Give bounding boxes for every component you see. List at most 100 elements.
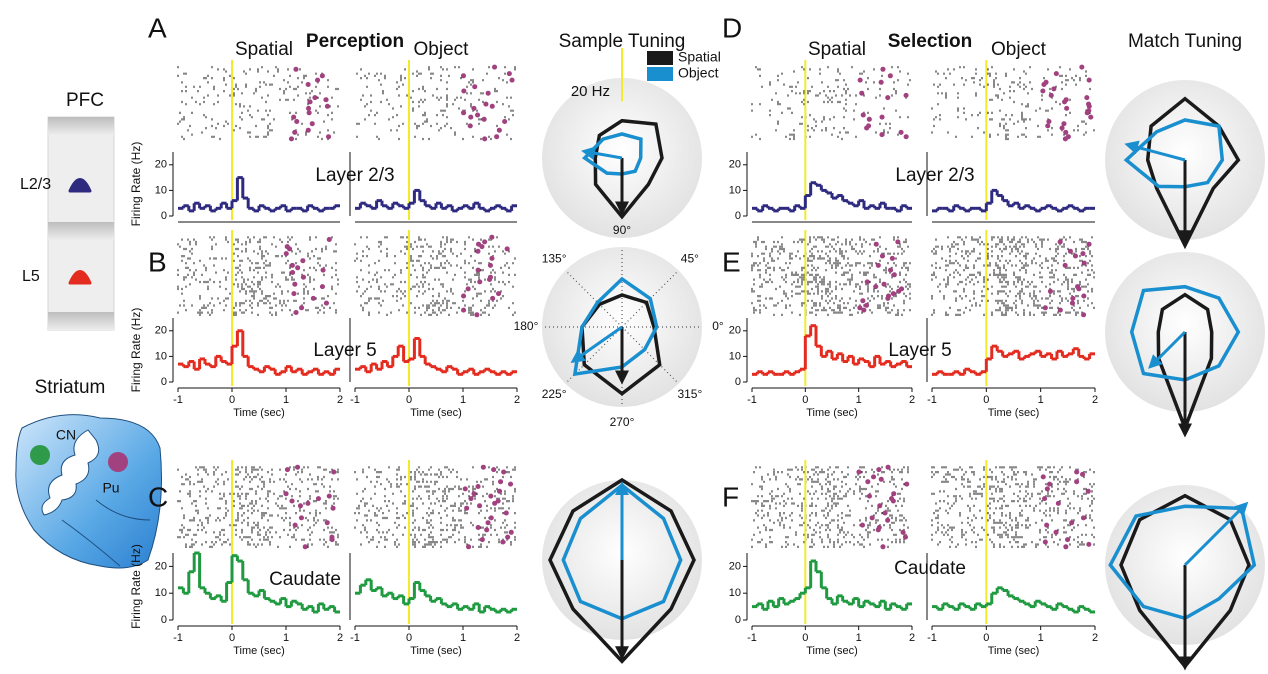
y-tick-label: 0 [735, 614, 741, 626]
x-tick-label: -1 [747, 632, 757, 644]
x-tick-label: -1 [747, 394, 757, 406]
tuning-vector [1148, 330, 1187, 369]
capsule [41, 429, 100, 516]
raster-cue [461, 234, 510, 318]
tuning-curve [1108, 504, 1257, 621]
annotation: Layer 2/3 [895, 165, 974, 186]
tuning-curve [572, 276, 659, 377]
x-axis-label: Time (sec) [410, 407, 462, 419]
tuning-vector [1183, 501, 1249, 567]
panel-letter: F [722, 481, 739, 512]
annotation: Layer 2/3 [315, 165, 394, 186]
cortex-band [48, 312, 114, 330]
tuning-curve [1123, 118, 1225, 189]
raster-cue [857, 239, 905, 313]
histogram-risers [181, 177, 337, 211]
y-tick-label: 0 [735, 376, 741, 388]
striatum-label: Striatum [35, 377, 106, 398]
y-tick-label: 0 [161, 376, 167, 388]
angle-label: 270° [610, 415, 635, 429]
raster [177, 236, 339, 316]
y-tick-label: 10 [155, 184, 167, 196]
y-tick-label: 20 [155, 159, 167, 171]
angle-label: 45° [681, 251, 699, 265]
raster [177, 466, 339, 548]
histogram-risers [358, 190, 514, 211]
tuning-curve [548, 477, 696, 664]
y-axis-label: Firing Rate (Hz) [129, 308, 143, 393]
y-tick-label: 20 [155, 325, 167, 337]
legend-label: Spatial [678, 49, 721, 65]
x-axis-label: Time (sec) [233, 407, 285, 419]
x-tick-label: 2 [337, 394, 343, 406]
legend-label: Object [678, 65, 719, 81]
cn-label: CN [56, 427, 76, 443]
layer-label: L2/3 [20, 176, 51, 193]
raster-cue [857, 66, 909, 140]
tuning-vector [1124, 140, 1186, 162]
histogram-risers [755, 561, 909, 610]
histogram-risers [181, 553, 337, 612]
x-axis-label: Time (sec) [988, 645, 1040, 657]
x-tick-label: 1 [856, 394, 862, 406]
histogram-risers [358, 338, 514, 375]
angle-label: 90° [613, 223, 631, 237]
x-tick-label: 0 [406, 394, 412, 406]
tuning-curve [1145, 96, 1241, 250]
legend-swatch [647, 67, 673, 81]
x-tick-label: 0 [406, 632, 412, 644]
panel-letter: B [148, 246, 167, 277]
x-tick-label: 1 [460, 632, 466, 644]
raster [751, 66, 911, 141]
x-tick-label: 0 [802, 632, 808, 644]
x-tick-label: 1 [1038, 632, 1044, 644]
angle-spoke [565, 270, 623, 328]
y-tick-label: 10 [729, 350, 741, 362]
y-tick-label: 20 [729, 325, 741, 337]
raster-cue [288, 66, 332, 142]
tuning-curve [1156, 292, 1214, 433]
annotation: Layer 5 [313, 340, 376, 361]
x-axis-label: Time (sec) [410, 645, 462, 657]
raster [354, 466, 516, 548]
x-tick-label: -1 [927, 394, 937, 406]
heading: Perception [306, 31, 404, 52]
raster [931, 236, 1095, 316]
y-tick-label: 10 [729, 587, 741, 599]
tuning-curve [1119, 493, 1251, 670]
tuning-curve [1129, 284, 1241, 382]
x-tick-label: 1 [460, 394, 466, 406]
x-tick-label: -1 [927, 632, 937, 644]
panel-letter: C [148, 481, 168, 512]
angle-spoke [621, 326, 679, 384]
legend-swatch [647, 51, 673, 65]
histogram-risers [755, 182, 909, 211]
x-tick-label: 2 [514, 632, 520, 644]
annotation: Layer 5 [888, 340, 951, 361]
x-axis-label: Time (sec) [233, 645, 285, 657]
x-tick-label: -1 [350, 632, 360, 644]
raster [751, 466, 909, 548]
column-title: Spatial [235, 39, 293, 60]
x-axis-label: Time (sec) [806, 407, 858, 419]
tuning-vector [581, 146, 623, 161]
column-title: Object [991, 39, 1047, 60]
y-tick-label: 20 [729, 159, 741, 171]
x-tick-label: 2 [909, 632, 915, 644]
raster [751, 236, 911, 316]
x-tick-label: 2 [1092, 394, 1098, 406]
raster-cue [1040, 469, 1092, 550]
x-tick-label: 0 [229, 632, 235, 644]
y-tick-label: 0 [735, 210, 741, 222]
x-tick-label: 2 [337, 632, 343, 644]
x-tick-label: 2 [909, 394, 915, 406]
raster [177, 66, 339, 141]
panel-letter: E [722, 246, 741, 277]
y-axis-label: Firing Rate (Hz) [129, 142, 143, 227]
y-tick-label: 20 [729, 560, 741, 572]
raster-cue [856, 464, 910, 550]
tuning-vector [570, 325, 623, 364]
x-axis-label: Time (sec) [806, 645, 858, 657]
raster [931, 466, 1095, 548]
